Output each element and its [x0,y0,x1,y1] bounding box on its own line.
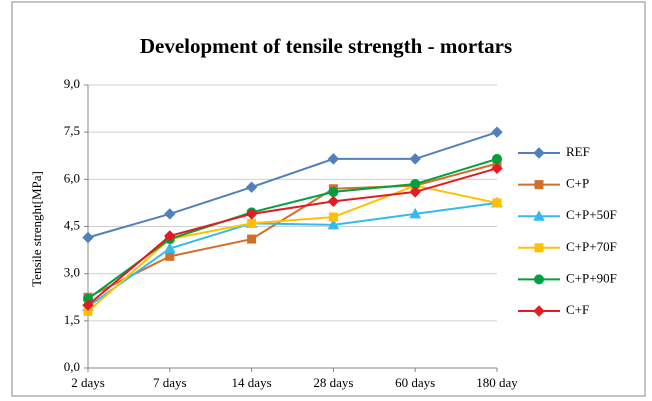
legend-marker [533,147,545,159]
series-line [87,201,498,308]
data-point [492,153,502,164]
legend-label: C+F [566,302,589,317]
data-point [328,212,338,222]
chart-title: Development of tensile strength - mortar… [140,34,512,58]
legend-label: C+P+70F [566,239,617,254]
data-point [491,162,503,175]
x-tick-label: 180 day [476,375,518,390]
data-point [164,208,176,220]
data-point [165,251,175,261]
data-point [247,234,257,244]
data-point [327,218,340,230]
y-tick-label: 6,0 [64,170,80,185]
x-tick-label: 28 days [313,375,353,390]
legend-marker [534,274,544,285]
legend-label: C+P+50F [566,207,617,222]
data-point [491,126,503,138]
series-line [87,167,498,306]
data-point [82,299,94,311]
legend-marker [533,210,545,221]
y-tick-label: 7,5 [64,123,80,138]
series-line [87,131,498,239]
data-point [492,198,502,208]
x-tick-label: 14 days [232,375,272,390]
y-axis-label: Tensile strenght[MPa] [29,171,44,287]
y-tick-label: 3,0 [64,265,80,280]
data-point [327,153,340,165]
data-point [409,207,422,219]
series-line [87,162,498,299]
y-tick-label: 1,5 [64,312,80,327]
legend-marker [534,180,544,190]
data-point [327,195,340,208]
data-point [82,231,94,244]
data-point [328,186,339,197]
legend-label: C+P+90F [566,270,617,285]
data-point [409,153,421,165]
x-tick-label: 2 days [71,375,105,390]
legend-marker [533,305,545,317]
series-line [87,157,498,300]
data-point [247,218,257,228]
data-point [163,242,176,254]
legend-label: C+P [566,176,589,191]
x-tick-label: 60 days [395,375,435,390]
chart-border [11,1,646,397]
data-point [245,208,258,220]
y-tick-label: 0,0 [64,359,80,374]
x-tick-label: 7 days [153,375,187,390]
data-point [245,181,258,193]
y-tick-label: 9,0 [64,76,80,91]
data-point [409,186,421,198]
legend-label: REF [566,144,590,159]
data-point [164,230,176,242]
legend-marker [534,243,544,253]
y-tick-label: 4,5 [64,217,80,232]
